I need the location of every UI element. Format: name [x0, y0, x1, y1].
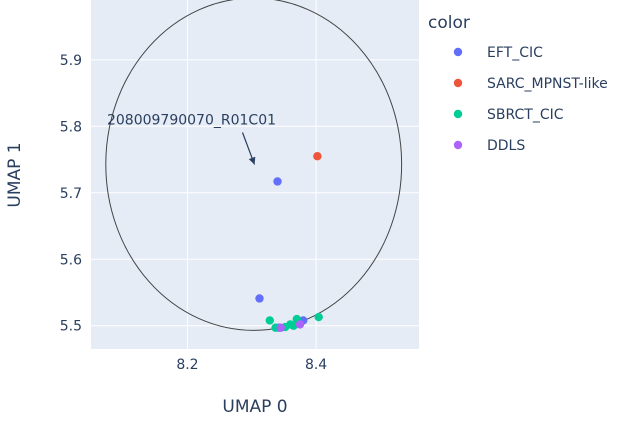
legend-item[interactable]: SARC_MPNST-like	[453, 76, 608, 92]
data-point[interactable]	[313, 152, 322, 161]
legend-item[interactable]: SBRCT_CIC	[453, 107, 564, 123]
y-tick-label: 5.9	[60, 53, 82, 69]
data-points[interactable]	[255, 152, 323, 332]
legend-label: SARC_MPNST-like	[487, 76, 608, 92]
plot-background	[91, 0, 419, 349]
legend-label: EFT_CIC	[487, 45, 543, 61]
legend-marker	[453, 140, 463, 150]
legend-label: SBRCT_CIC	[487, 107, 564, 123]
legend-item[interactable]: EFT_CIC	[453, 45, 543, 61]
annotation-label: 208009790070_R01C01	[107, 112, 276, 128]
data-point[interactable]	[295, 320, 305, 329]
legend-marker	[453, 78, 463, 88]
circle-shape	[105, 0, 403, 331]
x-axis-title: UMAP 0	[222, 397, 287, 417]
data-point[interactable]	[286, 320, 295, 329]
highlight-circle	[105, 0, 403, 331]
data-point[interactable]	[265, 316, 274, 325]
legend[interactable]: color EFT_CIC SARC_MPNST-like SBRCT_CIC DDL…	[428, 13, 608, 154]
legend-marker	[453, 109, 463, 119]
axis-ticks: 8.2 8.4 5.5 5.6 5.7 5.8 5.9	[60, 53, 328, 373]
legend-label: DDLS	[487, 138, 525, 154]
x-tick-label: 8.4	[305, 357, 327, 373]
annotation-arrowhead	[248, 156, 256, 165]
y-tick-label: 5.8	[60, 119, 82, 135]
y-tick-label: 5.6	[60, 252, 82, 268]
x-tick-label: 8.2	[176, 357, 198, 373]
data-point[interactable]	[276, 323, 285, 332]
data-point[interactable]	[314, 312, 323, 322]
y-tick-label: 5.5	[60, 319, 82, 335]
legend-title: color	[428, 13, 470, 33]
legend-item[interactable]: DDLS	[453, 138, 526, 154]
legend-marker	[453, 47, 463, 57]
annotation: 208009790070_R01C01	[107, 112, 276, 165]
y-axis-title: UMAP 1	[5, 142, 25, 207]
data-point[interactable]	[255, 294, 264, 303]
grid-lines	[91, 0, 419, 349]
data-point[interactable]	[273, 177, 282, 186]
y-tick-label: 5.7	[60, 186, 82, 202]
